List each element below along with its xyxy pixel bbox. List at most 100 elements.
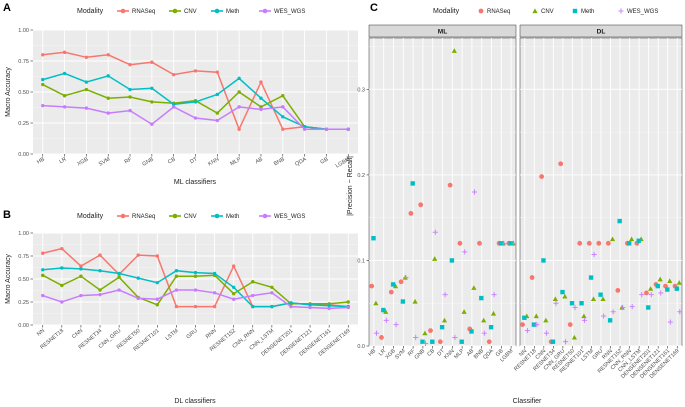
facet-dl-point-meth <box>607 318 613 323</box>
facet-dl-point-rnaseq <box>586 240 592 246</box>
plot-a-x-tick-label: XGB <box>76 156 89 167</box>
facet-ml-point-wes-wgs <box>373 330 380 336</box>
facet-ml-point-meth <box>488 324 494 330</box>
plot-a-point-cnv <box>128 95 132 99</box>
plot-a-x-tick-label: HB <box>36 156 46 165</box>
plot-b-point-wes-wgs <box>98 292 102 297</box>
facet-dl-point-rnaseq <box>644 290 649 296</box>
facet-dl-point-meth <box>579 301 584 306</box>
plot-a-point-wes-wgs <box>215 118 220 123</box>
facet-ml-x-tick-label: RF <box>407 348 417 358</box>
legend-b-key-label-meth: Meth <box>226 214 239 220</box>
legend-a-key-label-meth: Meth <box>226 9 239 15</box>
plot-a-point-wes-wgs <box>281 105 285 109</box>
facet-ml-point-meth <box>508 241 513 246</box>
plot-a-point-meth <box>281 115 285 119</box>
facet-ml-point-wes-wgs <box>442 292 448 298</box>
facet-dl-point-meth <box>550 339 556 344</box>
plot-b-point-meth <box>60 266 64 270</box>
plot-a-x-tick-label: BNB <box>273 156 286 167</box>
plot-b-y-tick-label: 0.75 <box>18 254 29 260</box>
plot-a-point-wes-wgs <box>346 127 350 131</box>
plot-b-point-meth <box>193 270 198 275</box>
plot-a-point-cnv <box>150 100 154 104</box>
plot-b-point-meth <box>270 304 274 309</box>
plot-b-point-wes-wgs <box>327 306 331 311</box>
plot-b-point-cnv <box>193 274 198 278</box>
facet-dl-point-rnaseq <box>529 275 535 280</box>
plot-a-point-cnv <box>215 111 220 115</box>
facet-ml-point-cnv <box>383 309 389 314</box>
facet-ml-strip-label: ML <box>438 29 447 36</box>
plot-a-x-tick-label: SVM <box>98 156 112 167</box>
facet-dl-x-tick-label: NN <box>518 348 528 358</box>
plot-a-y-tick-label: 0.75 <box>18 59 29 65</box>
legend-b-key-point-cnv <box>172 213 178 219</box>
legend-c-key-label-rnaseq: RNASeq <box>487 9 510 15</box>
facet-dl-point-meth <box>655 283 660 289</box>
legend-b-key-point-meth <box>214 213 220 219</box>
facet-ml-point-wes-wgs <box>403 274 409 281</box>
facet-ml-point-meth <box>449 258 455 263</box>
plot-a-point-meth <box>171 102 176 107</box>
plot-b-x-tick-label: NN <box>36 328 46 338</box>
plot-b-point-meth <box>174 269 179 273</box>
facet-dl-point-meth <box>569 301 575 306</box>
plot-a-x-tick-label: AB <box>255 156 265 165</box>
plot-a-point-rnaseq <box>259 80 263 84</box>
facet-dl-point-cnv <box>657 276 663 282</box>
plot-b-point-wes-wgs <box>251 293 255 298</box>
legend-a-key-point-wes-wgs <box>262 8 268 14</box>
plot-a-point-rnaseq <box>106 53 110 57</box>
facet-ml-x-tick-label: DT <box>436 348 446 358</box>
facet-dl-point-rnaseq <box>663 283 668 289</box>
facet-dl-point-rnaseq <box>539 174 545 180</box>
facet-ml-point-rnaseq <box>477 240 482 246</box>
legend-c: Modality RNASeq CNV Meth WES_WGS <box>433 8 658 15</box>
facet-ml-point-wes-wgs <box>413 334 419 341</box>
facet-dl-point-wes-wgs <box>562 339 569 345</box>
facet-ml-point-cnv <box>373 300 379 306</box>
plot-b-point-rnaseq <box>60 246 64 251</box>
plot-a-point-wes-wgs <box>259 107 263 112</box>
facet-dl-point-rnaseq <box>615 287 621 293</box>
facet-ml-point-rnaseq <box>408 210 414 216</box>
facet-ml-point-meth <box>469 329 474 334</box>
plot-b-y-tick-label: 0.25 <box>18 300 29 306</box>
plot-a-y-tick-label: 0.50 <box>18 90 29 96</box>
facet-ml-point-meth <box>479 295 484 301</box>
plot-a-area: 0.00 0.25 0.50 0.75 1.00 HB LR XGB SVM RF GNB CB DT K… <box>18 28 358 170</box>
facet-dl-point-meth <box>531 322 537 327</box>
plot-a-point-wes-wgs <box>150 122 154 126</box>
legend-b-title: Modality <box>77 213 104 220</box>
facet-dl-point-wes-wgs <box>620 304 626 311</box>
facet-ml-point-meth <box>439 324 445 330</box>
facet-dl-point-rnaseq <box>577 240 583 246</box>
facet-ml-point-rnaseq <box>418 202 424 208</box>
facet-dl-point-meth <box>646 305 651 310</box>
facet-ml-point-cnv <box>471 285 477 290</box>
facet-ml-y-tick-label: 0.1 <box>357 258 365 264</box>
plot-a-point-wes-wgs <box>84 106 89 110</box>
plot-a-point-wes-wgs <box>41 103 45 108</box>
plot-b-point-rnaseq <box>193 304 198 309</box>
plot-a-x-tick-label: QDA <box>294 156 308 167</box>
plot-b-point-cnv <box>60 283 64 288</box>
plot-b-point-rnaseq <box>155 254 160 258</box>
facet-ml-x-tick-label: MLP <box>453 348 465 360</box>
plot-a-point-meth <box>62 71 67 76</box>
facet-ml-point-wes-wgs <box>501 240 507 246</box>
panel-a: A Modality RNASeq CNV Meth WES_WGS 0.00 0.25… <box>3 2 358 186</box>
facet-ml-point-cnv <box>412 298 418 304</box>
facet-dl-point-wes-wgs <box>601 313 607 319</box>
plot-b-y-tick-label: 0.00 <box>18 323 29 329</box>
panel-c-letter: C <box>370 2 378 14</box>
legend-c-key-label-cnv: CNV <box>541 9 554 15</box>
plot-a-point-meth <box>193 100 198 104</box>
legend-b-key-point-rnaseq <box>120 213 126 219</box>
plot-b-point-wes-wgs <box>231 297 236 301</box>
plot-a-point-meth <box>106 74 110 78</box>
facet-ml-point-rnaseq <box>398 279 404 285</box>
facet-ml-x-tick-label: HB <box>368 348 378 358</box>
